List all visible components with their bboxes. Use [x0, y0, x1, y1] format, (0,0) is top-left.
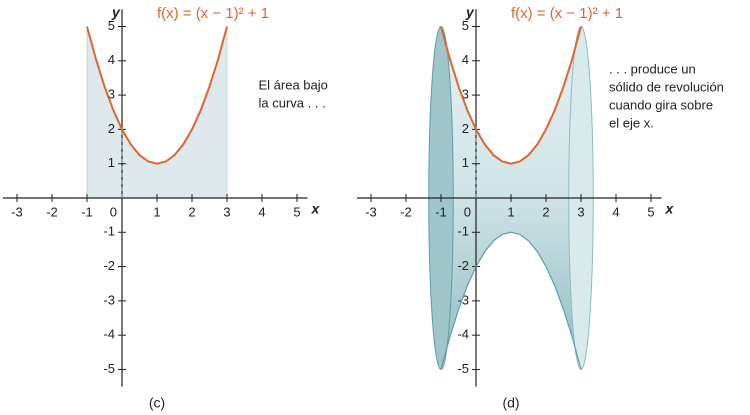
y-tick-label: -2: [457, 258, 469, 273]
x-tick-label: 0: [464, 204, 471, 219]
y-tick-label: -5: [103, 361, 115, 376]
y-tick-label: 2: [462, 121, 469, 136]
annotation: cuando gira sobre: [609, 97, 713, 112]
caption: (d): [502, 395, 519, 411]
x-tick-label: 4: [258, 204, 265, 219]
x-tick-label: 1: [507, 204, 514, 219]
x-tick-label: 3: [577, 204, 584, 219]
annotation: sólido de revolución: [609, 79, 724, 94]
x-tick-label: 5: [647, 204, 654, 219]
curve: [440, 231, 582, 370]
axis-label-x: x: [665, 201, 675, 217]
y-tick-label: 5: [462, 18, 469, 33]
y-tick-label: -4: [103, 327, 115, 342]
y-tick-label: 4: [108, 52, 115, 67]
x-tick-label: -2: [46, 204, 58, 219]
x-tick-label: 2: [188, 204, 195, 219]
y-tick-label: 3: [462, 87, 469, 102]
annotation: el eje x.: [609, 115, 654, 130]
annotation: El área bajo: [259, 77, 328, 92]
x-tick-label: 5: [293, 204, 300, 219]
x-tick-label: -1: [435, 204, 447, 219]
y-tick-label: 3: [108, 87, 115, 102]
chart-title: f(x) = (x − 1)² + 1: [511, 5, 623, 22]
annotation: la curva . . .: [259, 95, 326, 110]
y-tick-label: -1: [103, 224, 115, 239]
y-tick-label: -4: [457, 327, 469, 342]
curve: [86, 26, 228, 165]
caption: (c): [149, 395, 165, 411]
x-tick-label: -1: [81, 204, 93, 219]
axis-label-x: x: [311, 201, 321, 217]
x-tick-label: 3: [223, 204, 230, 219]
y-tick-label: -1: [457, 224, 469, 239]
axis-label-y: y: [465, 4, 475, 20]
y-tick-label: 5: [108, 18, 115, 33]
x-tick-label: -2: [400, 204, 412, 219]
x-tick-label: 0: [110, 204, 117, 219]
y-tick-label: -5: [457, 361, 469, 376]
x-tick-label: -3: [11, 204, 23, 219]
x-tick-label: -3: [365, 204, 377, 219]
y-tick-label: -2: [103, 258, 115, 273]
chart-title: f(x) = (x − 1)² + 1: [157, 5, 269, 22]
y-tick-label: -3: [103, 292, 115, 307]
y-tick-label: 1: [108, 155, 115, 170]
x-tick-label: 1: [153, 204, 160, 219]
axis-label-y: y: [111, 4, 121, 20]
y-tick-label: 2: [108, 121, 115, 136]
y-tick-label: 4: [462, 52, 469, 67]
curve: [440, 26, 582, 165]
annotation: . . . produce un: [609, 61, 696, 76]
y-tick-label: 1: [462, 155, 469, 170]
x-tick-label: 2: [542, 204, 549, 219]
y-tick-label: -3: [457, 292, 469, 307]
x-tick-label: 4: [612, 204, 619, 219]
